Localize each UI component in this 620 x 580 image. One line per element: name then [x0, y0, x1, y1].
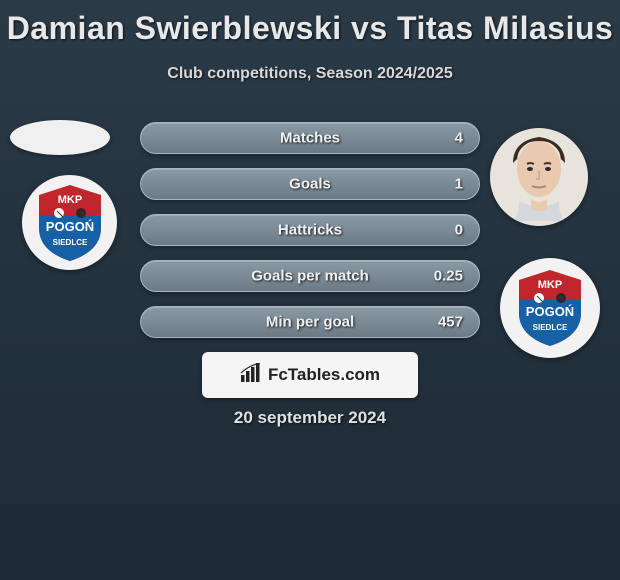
page-title: Damian Swierblewski vs Titas Milasius: [0, 0, 620, 47]
svg-text:POGOŃ: POGOŃ: [526, 304, 574, 319]
stat-value: 1: [455, 176, 463, 193]
player-left-avatar-placeholder: [10, 120, 110, 155]
stat-value: 457: [438, 314, 463, 331]
stats-bars: Matches 4 Goals 1 Hattricks 0 Goals per …: [140, 122, 480, 352]
stat-label: Goals per match: [251, 268, 369, 285]
player-right-avatar: [490, 128, 588, 226]
stat-label: Goals: [289, 176, 331, 193]
brand-box: FcTables.com: [202, 352, 418, 398]
stat-row: Hattricks 0: [140, 214, 480, 246]
stat-value: 4: [455, 130, 463, 147]
bar-chart-icon: [240, 363, 262, 388]
club-badge-icon: MKP POGOŃ SIEDLCE: [515, 268, 585, 348]
svg-text:POGOŃ: POGOŃ: [45, 219, 93, 234]
stat-label: Hattricks: [278, 222, 342, 239]
player-right-club-badge: MKP POGOŃ SIEDLCE: [500, 258, 600, 358]
svg-text:MKP: MKP: [538, 279, 562, 291]
stat-row: Matches 4: [140, 122, 480, 154]
brand-text: FcTables.com: [268, 365, 380, 385]
stat-row: Goals per match 0.25: [140, 260, 480, 292]
stat-value: 0: [455, 222, 463, 239]
stat-label: Matches: [280, 130, 340, 147]
stat-value: 0.25: [434, 268, 463, 285]
date-text: 20 september 2024: [0, 408, 620, 428]
stat-row: Goals 1: [140, 168, 480, 200]
stat-label: Min per goal: [266, 314, 354, 331]
subtitle: Club competitions, Season 2024/2025: [0, 65, 620, 83]
svg-text:SIEDLCE: SIEDLCE: [52, 238, 87, 247]
club-badge-icon: MKP POGOŃ SIEDLCE: [35, 183, 105, 263]
stat-row: Min per goal 457: [140, 306, 480, 338]
player-left-club-badge: MKP POGOŃ SIEDLCE: [22, 175, 117, 270]
svg-text:SIEDLCE: SIEDLCE: [533, 323, 568, 332]
svg-text:MKP: MKP: [57, 194, 81, 206]
player-photo-icon: [499, 131, 579, 226]
